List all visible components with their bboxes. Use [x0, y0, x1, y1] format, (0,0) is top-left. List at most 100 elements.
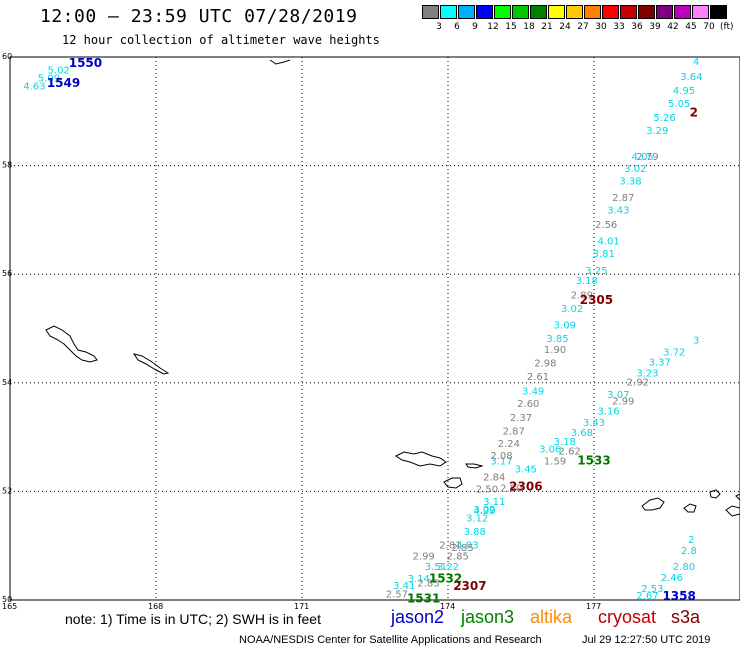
- wave-height-reading: 2.89: [571, 291, 593, 302]
- legend-label: 36: [631, 22, 643, 32]
- legend-swatch: [566, 5, 583, 19]
- wave-height-reading: 3.51: [425, 562, 447, 573]
- credit-line: NOAA/NESDIS Center for Satellite Applica…: [239, 634, 542, 646]
- legend-swatch: [458, 5, 475, 19]
- lat-label: 52: [2, 486, 12, 495]
- wave-height-reading: 2.60: [517, 399, 539, 410]
- wave-height-reading: 3.45: [515, 464, 537, 475]
- wave-height-reading: 2.08: [490, 451, 512, 462]
- lat-lon-grid: [9, 56, 740, 601]
- wave-height-reading: 2.80: [673, 562, 695, 573]
- wave-height-reading: 3.02: [624, 164, 646, 175]
- units-note: note: 1) Time is in UTC; 2) SWH is in fe…: [65, 611, 321, 627]
- legend-label: 18: [523, 22, 535, 32]
- wave-height-reading: 3.43: [607, 205, 629, 216]
- wave-height-reading: 2.92: [627, 378, 649, 389]
- pass-number-label: 1533: [577, 453, 610, 467]
- wave-height-reading: 3.49: [522, 387, 544, 398]
- legend-swatch: [674, 5, 691, 19]
- kamchatka-coast: [269, 59, 291, 65]
- wave-height-reading: 4.01: [597, 236, 619, 247]
- satellite-label: altika: [530, 607, 573, 627]
- wave-height-reading: 2.85: [451, 543, 473, 554]
- wave-height-reading: 3.07: [607, 390, 629, 401]
- pass-number-label: 1531: [407, 592, 440, 606]
- wave-height-reading: 2.56: [595, 220, 617, 231]
- legend-label: 3: [436, 22, 442, 32]
- lon-label: 174: [440, 602, 455, 611]
- wave-height-reading: 3.64: [680, 72, 702, 83]
- pass-number-label: 2306: [509, 479, 542, 493]
- rat-island-1: [641, 497, 665, 511]
- wave-height-reading: 3.12: [466, 513, 488, 524]
- wave-height-reading: 2.98: [534, 359, 556, 370]
- wave-height-reading: 4.63: [23, 82, 45, 93]
- wave-height-reading: 3.06: [539, 444, 561, 455]
- wave-height-reading: 3.37: [649, 357, 671, 368]
- rat-island-5: [735, 493, 740, 501]
- wave-height-reading: 5.09: [38, 73, 60, 84]
- map-title: 12:00 – 23:59 UTC 07/28/2019: [40, 6, 358, 27]
- wave-height-reading: 3.38: [619, 177, 641, 188]
- wave-height-reading: 3.11: [483, 497, 505, 508]
- wave-height-reading: 2.8: [681, 546, 697, 557]
- wave-height-reading: 3.22: [437, 562, 459, 573]
- legend-swatch: [710, 5, 727, 19]
- legend-swatch: [494, 5, 511, 19]
- wave-height-reading: 3.16: [597, 406, 619, 417]
- wave-height-reading: 2.67: [636, 591, 658, 602]
- wave-height-reading: 2.99: [612, 397, 634, 408]
- legend-swatch: [512, 5, 529, 19]
- wave-height-reading: 4: [693, 57, 699, 68]
- legend-label: 12: [487, 22, 499, 32]
- lat-label: 60: [2, 52, 12, 61]
- wave-height-reading: 5.02: [48, 65, 70, 76]
- legend-swatch: [656, 5, 673, 19]
- map-frame: [9, 56, 740, 601]
- wave-height-reading: 2.87: [612, 193, 634, 204]
- wave-height-reading: 2.62: [559, 446, 581, 457]
- lon-label: 165: [2, 602, 17, 611]
- legend-label: 30: [595, 22, 607, 32]
- legend-label: 42: [667, 22, 679, 32]
- pass-number-label: 1358: [662, 589, 695, 603]
- wave-height-reading: 5.05: [668, 99, 690, 110]
- legend-unit: (ft): [720, 22, 734, 32]
- wave-height-reading: 3.68: [571, 428, 593, 439]
- legend-swatch: [692, 5, 709, 19]
- wave-height-reading: 3.43: [583, 418, 605, 429]
- wave-height-reading: 3.18: [554, 437, 576, 448]
- buldir-island: [443, 477, 463, 489]
- wave-height-reading: 2.61: [527, 372, 549, 383]
- wave-height-reading: 5.26: [653, 113, 675, 124]
- shemya-island: [465, 463, 484, 469]
- legend-swatch: [476, 5, 493, 19]
- attu-island: [395, 451, 447, 467]
- satellite-label: jason3: [461, 607, 515, 627]
- lat-label: 56: [2, 269, 12, 278]
- legend-swatch: [638, 5, 655, 19]
- wave-height-reading: 3.18: [576, 276, 598, 287]
- altimeter-readings: 4.635.095.0243.644.955.055.263.294.053.0…: [23, 57, 702, 602]
- wave-height-reading: 2.50: [476, 484, 498, 495]
- legend-label: 9: [472, 22, 478, 32]
- legend-swatch: [440, 5, 457, 19]
- wave-height-reading: 3.81: [593, 249, 615, 260]
- legend-swatch: [602, 5, 619, 19]
- wave-height-reading: 2.85: [447, 551, 469, 562]
- wave-height-reading: 2.79: [636, 152, 658, 163]
- satellite-label: s3a: [671, 607, 701, 627]
- legend-swatch: [584, 5, 601, 19]
- bering-island: [45, 325, 98, 363]
- medny-island: [132, 353, 170, 375]
- wave-height-reading: 3: [693, 336, 699, 347]
- wave-height-reading: 3.02: [473, 505, 495, 516]
- generated-timestamp: Jul 29 12:27:50 UTC 2019: [582, 634, 711, 646]
- wave-height-reading: 2.57: [386, 589, 408, 600]
- color-legend: 3 6 9 12 15 18 21 24 27 30 33 36 39 42 45 70 (ft): [422, 5, 740, 37]
- wave-height-reading: 3.09: [554, 321, 576, 332]
- lat-label: 58: [2, 161, 12, 170]
- pass-number-label: 1549: [47, 76, 80, 90]
